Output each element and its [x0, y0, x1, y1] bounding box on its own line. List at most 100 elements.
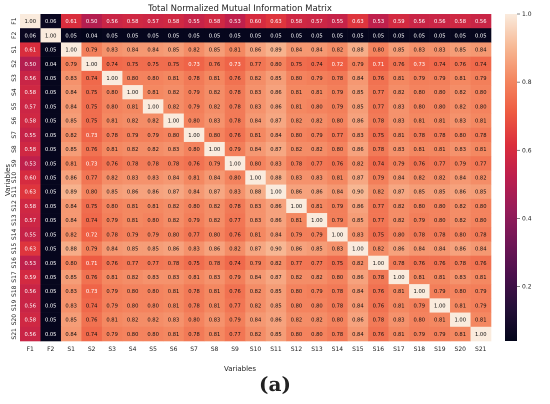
heatmap-cell: [40, 14, 62, 29]
heatmap-cell: [286, 227, 307, 242]
heatmap-cell: [224, 198, 246, 214]
cell-value-label: 0.86: [65, 176, 77, 182]
cell-value-label: 0.84: [352, 289, 364, 295]
cell-value-label: 0.78: [168, 161, 180, 167]
cell-value-label: 0.79: [475, 76, 487, 82]
heatmap-cell: [388, 127, 410, 143]
heatmap-cell: [265, 198, 287, 214]
heatmap-cell: [388, 99, 410, 114]
cell-value-label: 0.77: [86, 176, 98, 182]
cell-value-label: 0.82: [127, 318, 139, 324]
cell-value-label: 1.00: [434, 303, 446, 309]
cell-value-label: 0.78: [332, 303, 344, 309]
cell-value-label: 1.00: [250, 176, 262, 182]
heatmap-cell: [20, 127, 41, 143]
heatmap-cell: [306, 56, 328, 72]
heatmap-cell: [286, 326, 307, 342]
heatmap-cell: [81, 127, 103, 143]
heatmap-cell: [470, 113, 492, 129]
cell-value-label: 0.77: [311, 261, 323, 267]
cell-value-label: 0.80: [475, 104, 487, 110]
colorbar-tick-label: 0.2: [522, 284, 532, 291]
cell-value-label: 0.78: [229, 90, 241, 96]
cell-value-label: 0.80: [147, 289, 159, 295]
cell-value-label: 0.79: [332, 90, 344, 96]
heatmap-cell: [286, 241, 307, 256]
heatmap-cell: [101, 312, 123, 328]
cell-value-label: 1.00: [229, 161, 241, 167]
cell-value-label: 0.81: [188, 275, 200, 281]
heatmap-cell: [183, 312, 205, 328]
heatmap-cell: [122, 284, 144, 299]
heatmap-cell: [409, 127, 430, 143]
heatmap-cell: [245, 298, 267, 313]
cell-value-label: 0.80: [106, 204, 118, 210]
heatmap-cell: [327, 198, 348, 214]
cell-value-label: 0.79: [475, 289, 487, 295]
y-tick-label: S6: [11, 117, 18, 125]
cell-value-label: 0.72: [86, 232, 98, 238]
heatmap-cell: [81, 156, 103, 171]
cell-value-label: 0.78: [188, 332, 200, 338]
cell-value-label: 0.56: [434, 19, 446, 25]
cell-value-label: 0.82: [209, 204, 221, 210]
heatmap-cell: [388, 14, 410, 29]
cell-value-label: 0.76: [86, 147, 98, 153]
heatmap-cell: [409, 70, 430, 86]
heatmap-cell: [265, 269, 287, 285]
heatmap-cell: [245, 156, 267, 171]
cell-value-label: 0.82: [168, 90, 180, 96]
heatmap-cell: [101, 14, 123, 29]
cell-value-label: 0.84: [65, 204, 77, 210]
cell-value-label: 0.82: [311, 318, 323, 324]
x-tick-label: S20: [455, 346, 467, 353]
cell-value-label: 0.81: [454, 76, 466, 82]
cell-value-label: 0.85: [352, 218, 364, 224]
heatmap-cell: [450, 326, 471, 342]
heatmap-cell: [429, 298, 451, 313]
cell-value-label: 1.00: [475, 332, 487, 338]
cell-value-label: 0.82: [188, 48, 200, 54]
heatmap-cell: [409, 184, 430, 200]
heatmap-cell: [60, 99, 82, 114]
cell-value-label: 0.82: [311, 147, 323, 153]
heatmap-cell: [163, 326, 185, 342]
cell-value-label: 0.78: [147, 161, 159, 167]
cell-value-label: 0.82: [311, 119, 323, 125]
heatmap-cell: [163, 312, 185, 328]
heatmap-cell: [224, 326, 246, 342]
heatmap-cell: [60, 298, 82, 313]
heatmap-cell: [142, 170, 164, 185]
heatmap-cell: [101, 56, 123, 72]
heatmap-cell: [327, 28, 348, 43]
heatmap-cell: [40, 99, 62, 114]
cell-value-label: 1.00: [209, 147, 221, 153]
heatmap-cell: [265, 284, 287, 299]
heatmap-cell: [409, 14, 430, 29]
cell-value-label: 0.84: [250, 119, 262, 125]
cell-value-label: 0.83: [229, 190, 241, 196]
heatmap-cell: [327, 156, 348, 171]
heatmap-cell: [40, 241, 62, 256]
heatmap-cell: [327, 227, 348, 242]
cell-value-label: 0.82: [147, 147, 159, 153]
heatmap-cell: [204, 213, 226, 228]
heatmap-cell: [409, 156, 430, 171]
y-tick-label: F2: [11, 32, 18, 39]
heatmap-cell: [286, 99, 307, 114]
heatmap-cell: [245, 312, 267, 328]
cell-value-label: 0.75: [86, 119, 98, 125]
cell-value-label: 0.79: [106, 289, 118, 295]
heatmap-cell: [245, 141, 267, 157]
cell-value-label: 0.05: [45, 48, 57, 54]
cell-value-label: 0.78: [373, 119, 385, 125]
heatmap-cell: [327, 184, 348, 200]
cell-value-label: 0.78: [188, 76, 200, 82]
heatmap-cell: [60, 269, 82, 285]
heatmap-cell: [347, 298, 369, 313]
heatmap-cell: [450, 170, 471, 185]
x-tick-label: S14: [332, 346, 344, 353]
heatmap-cell: [245, 85, 267, 100]
heatmap-cell: [40, 298, 62, 313]
heatmap-cell: [142, 141, 164, 157]
